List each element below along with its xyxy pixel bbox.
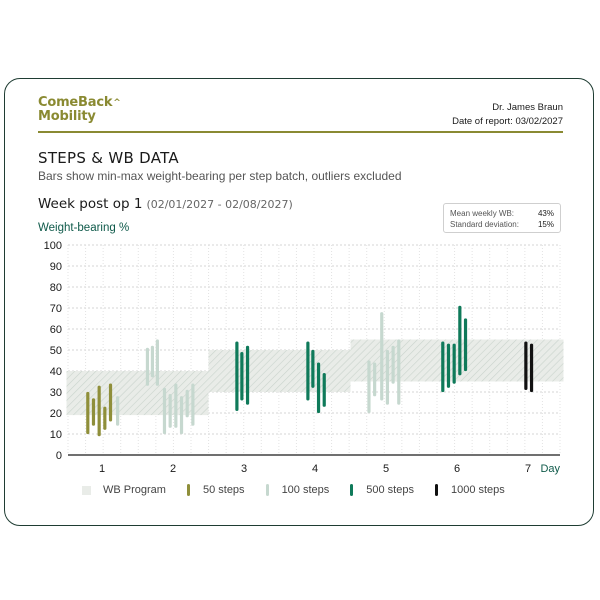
legend-label: 500 steps — [366, 484, 414, 496]
x-tick-label: 3 — [241, 463, 247, 475]
y-tick-label: 80 — [50, 282, 62, 294]
report-card — [4, 78, 594, 526]
legend-label: 100 steps — [281, 484, 330, 496]
legend-swatch-bar — [434, 484, 438, 496]
brand-line-2: Mobility — [38, 109, 96, 124]
stat-sd-value: 15% — [537, 220, 554, 229]
x-tick-label: 2 — [170, 463, 176, 475]
stat-mean-value: 43% — [537, 209, 554, 218]
x-tick-label: 4 — [312, 463, 318, 475]
legend-label: 1000 steps — [450, 484, 505, 496]
legend-swatch-bar — [186, 484, 190, 496]
y-tick-label: 70 — [50, 303, 62, 315]
header-divider — [38, 131, 563, 133]
page-title: STEPS & WB DATA — [38, 149, 179, 167]
wb-program-band — [208, 350, 280, 392]
brand-logo: ComeBack^ Mobility — [38, 96, 121, 124]
y-tick-label: 20 — [50, 408, 62, 420]
legend-swatch-bar — [350, 484, 354, 496]
wb-program-band — [137, 371, 209, 416]
y-tick-label: 30 — [50, 387, 62, 399]
y-tick-label: 0 — [56, 450, 62, 462]
week-label: Week post op 1 — [38, 196, 143, 212]
legend-item: 100 steps — [265, 484, 330, 496]
report-date: Date of report: 03/02/2027 — [452, 116, 563, 127]
chart-legend: WB Program 50 steps 100 steps 500 steps 1000… — [82, 484, 526, 496]
doctor-name: Dr. James Braun — [492, 102, 563, 113]
legend-item: WB Program — [82, 484, 166, 496]
stat-mean-label: Mean weekly WB: — [450, 209, 515, 218]
x-axis-label: Day — [540, 463, 560, 475]
wb-program-band — [66, 371, 138, 416]
legend-swatch-box — [82, 485, 91, 495]
page-subtitle: Bars show min-max weight-bearing per ste… — [38, 169, 402, 183]
legend-item: 1000 steps — [434, 484, 505, 496]
legend-label: 50 steps — [202, 484, 245, 496]
y-tick-label: 40 — [50, 366, 62, 378]
y-axis-label: Weight-bearing % — [38, 222, 130, 234]
y-tick-label: 10 — [50, 429, 62, 441]
x-tick-label: 1 — [99, 463, 105, 475]
x-tick-label: 5 — [383, 463, 389, 475]
stat-sd-label: Standard deviation: — [450, 220, 519, 229]
stat-sd-row: Standard deviation: 15% — [450, 219, 554, 230]
stats-box: Mean weekly WB: 43% Standard deviation: … — [443, 203, 561, 233]
x-tick-label: 6 — [454, 463, 460, 475]
y-tick-label: 90 — [50, 261, 62, 273]
doctor-info: Dr. James Braun Date of report: 03/02/20… — [452, 101, 563, 129]
wb-program-band — [279, 350, 351, 392]
x-tick-label: 7 — [525, 463, 531, 475]
wb-program-band — [421, 339, 493, 382]
legend-swatch-bar — [265, 484, 269, 496]
brand-caret-icon: ^ — [113, 98, 121, 108]
week-range: (02/01/2027 - 02/08/2027) — [146, 198, 293, 211]
y-tick-label: 100 — [44, 240, 62, 252]
stat-mean-row: Mean weekly WB: 43% — [450, 208, 554, 219]
week-heading: Week post op 1 (02/01/2027 - 02/08/2027) — [38, 196, 293, 212]
legend-label: WB Program — [103, 484, 166, 496]
legend-item: 500 steps — [350, 484, 414, 496]
wb-program-band — [492, 339, 564, 382]
brand-line-1: ComeBack — [38, 95, 113, 110]
y-tick-label: 50 — [50, 345, 62, 357]
legend-item: 50 steps — [186, 484, 245, 496]
y-tick-label: 60 — [50, 324, 62, 336]
